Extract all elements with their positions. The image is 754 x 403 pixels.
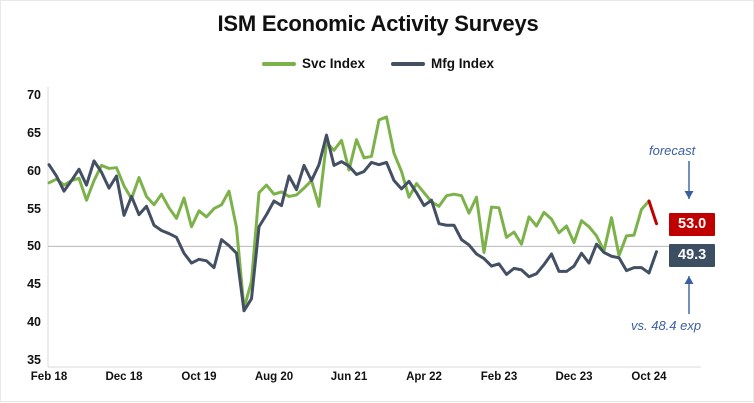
forecast-segment-svc-index (647, 199, 658, 226)
x-tick-dec-23: Dec 23 (555, 371, 593, 383)
chart-legend: Svc Index Mfg Index (1, 56, 754, 71)
x-tick-apr-22: Apr 22 (406, 371, 442, 383)
y-tick-70: 70 (27, 88, 41, 102)
y-tick-40: 40 (27, 315, 41, 330)
forecast-annotation: forecast (649, 143, 696, 158)
page-title: ISM Economic Activity Surveys (217, 11, 539, 36)
expected-up-arrow (684, 276, 694, 314)
forecast-segment-mfg-index (647, 250, 658, 275)
x-tick-dec-18: Dec 18 (105, 371, 143, 383)
x-tick-aug-20: Aug 20 (254, 371, 294, 383)
expected-annotation: vs. 48.4 exp (631, 318, 702, 333)
series-line-svc-index[interactable] (47, 115, 651, 311)
x-tick-jun-21: Jun 21 (330, 371, 368, 383)
legend-swatch-mfg (391, 61, 426, 66)
legend-item-svc-index[interactable]: Svc Index (261, 56, 366, 71)
mfg-value-badge: 49.3 (669, 244, 716, 267)
x-tick-feb-23: Feb 23 (480, 371, 518, 383)
series-line-mfg-index[interactable] (47, 133, 651, 313)
expected-up-arrow-head (684, 276, 694, 284)
legend-label-mfg: Mfg Index (431, 56, 495, 71)
x-tick-oct-24: Oct 24 (631, 371, 667, 383)
x-tick-oct-19: Oct 19 (181, 371, 217, 383)
y-tick-50: 50 (27, 239, 41, 254)
y-tick-60: 60 (27, 163, 41, 178)
y-tick-45: 45 (27, 277, 41, 292)
svc-value-badge: 53.0 (669, 213, 716, 236)
forecast-down-arrow-head (684, 191, 694, 199)
y-tick-55: 55 (27, 201, 41, 216)
x-tick-feb-18: Feb 18 (30, 371, 68, 383)
legend-swatch-svc (261, 61, 296, 66)
y-tick-65: 65 (27, 125, 41, 140)
legend-item-mfg-index[interactable]: Mfg Index (391, 56, 494, 71)
forecast-down-arrow (684, 161, 694, 199)
y-tick-35: 35 (27, 353, 41, 367)
legend-label-svc: Svc Index (301, 56, 366, 71)
